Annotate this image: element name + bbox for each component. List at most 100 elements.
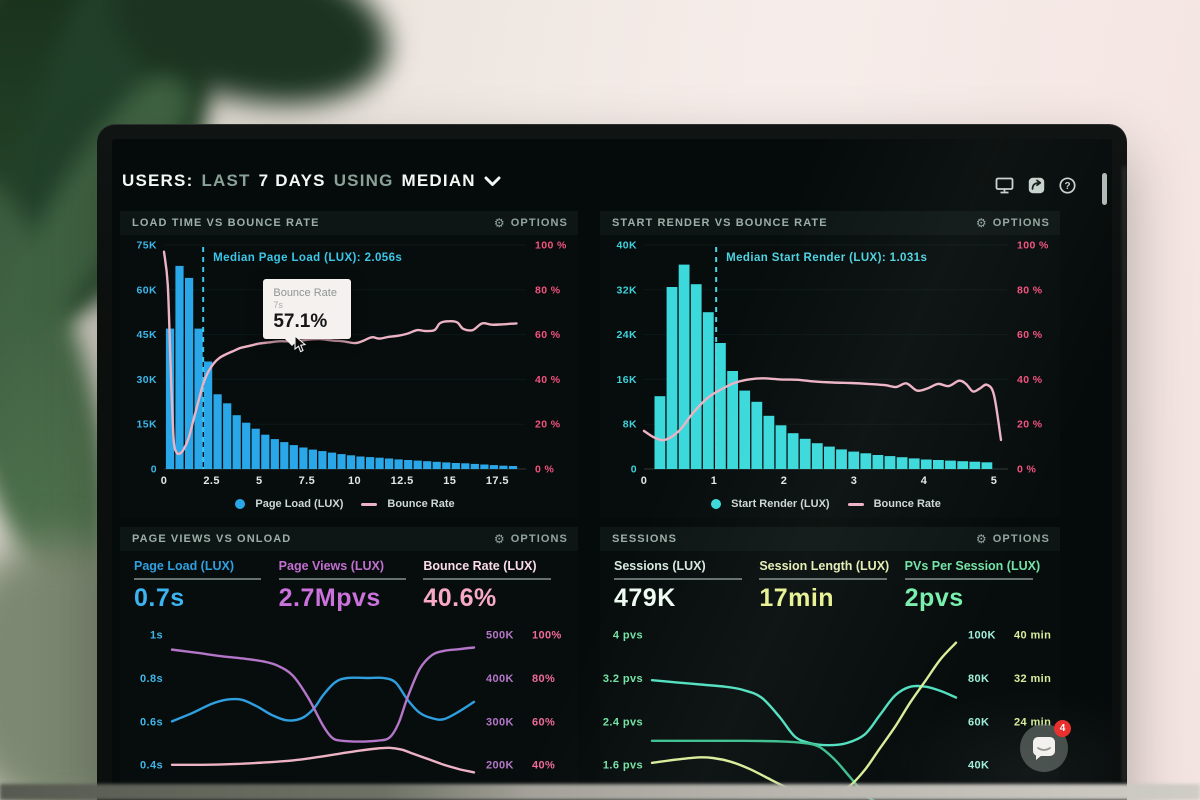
- options-button[interactable]: ⚙ OPTIONS: [976, 217, 1050, 229]
- metric-underline: [614, 578, 742, 580]
- axis-tick-label: 1: [711, 475, 718, 487]
- panel-header: LOAD TIME VS BOUNCE RATE ⚙ OPTIONS: [120, 211, 578, 235]
- metric-label: Page Load (LUX): [134, 559, 235, 573]
- axis-tick-label: 32K: [617, 284, 637, 296]
- metric: Page Views (LUX) 2.7Mpvs: [278, 559, 424, 613]
- histogram-bar: [799, 438, 811, 469]
- histogram-bar: [690, 284, 702, 469]
- axis-tick-label: 30K: [137, 374, 157, 386]
- axis-tick-label: 7.5: [299, 475, 316, 487]
- metric-value: 2pvs: [904, 583, 964, 612]
- histogram-bar: [933, 460, 944, 469]
- histogram-bar: [385, 458, 394, 469]
- axis-tick-label: 40K: [617, 240, 637, 252]
- histogram-bar: [480, 464, 489, 469]
- options-button[interactable]: ⚙ OPTIONS: [494, 217, 568, 229]
- title-part: USERS:: [122, 171, 194, 190]
- axis-tick-label: 5: [991, 475, 998, 487]
- metric: PVs Per Session (LUX) 2pvs: [904, 559, 1050, 613]
- axis-tick-label: 2.5: [203, 475, 220, 487]
- axis-tick-label: 400K: [486, 673, 514, 685]
- axis-tick-label: 40 min: [1014, 630, 1051, 642]
- histogram-bar: [751, 401, 763, 469]
- axis-tick-label: 2: [781, 475, 788, 487]
- axis-tick-label: 12.5: [391, 475, 414, 487]
- axis-tick-label: 0: [641, 475, 648, 487]
- histogram-bar: [318, 451, 327, 469]
- histogram-bar: [981, 462, 993, 469]
- axis-tick-label: 100%: [532, 630, 562, 642]
- metric-underline: [759, 578, 888, 580]
- axis-tick-label: 60%: [532, 716, 555, 728]
- axis-tick-label: 80%: [532, 673, 555, 685]
- help-icon[interactable]: ?: [1059, 177, 1076, 194]
- axis-tick-label: 24K: [617, 329, 637, 341]
- axis-tick-label: 5: [256, 475, 263, 487]
- histogram-bar: [896, 457, 908, 469]
- histogram-bar: [223, 403, 232, 469]
- options-button[interactable]: ⚙ OPTIONS: [494, 533, 568, 545]
- histogram-bar: [346, 455, 356, 469]
- panel-body: Sessions (LUX) 479K Session Length (LUX) 17…: [600, 551, 1060, 800]
- display-icon[interactable]: [995, 177, 1014, 194]
- gear-icon: ⚙: [493, 216, 506, 230]
- axis-tick-label: 500K: [486, 630, 514, 642]
- metric-underline: [423, 578, 551, 580]
- axis-tick-label: 60 %: [535, 329, 561, 341]
- histogram-bar: [308, 449, 317, 469]
- axis-tick-label: 0: [151, 464, 157, 476]
- bounce-rate-line: [642, 377, 1003, 442]
- chat-launcher-button[interactable]: 4: [1020, 720, 1071, 772]
- axis-tick-label: 100K: [968, 630, 996, 642]
- histogram-bar: [413, 460, 422, 469]
- metric-value: 17min: [759, 583, 835, 612]
- metric: Sessions (LUX) 479K: [614, 559, 759, 613]
- histogram-bar: [957, 461, 969, 469]
- chart-sessions[interactable]: 4 pvs 100K 40 min 3.2 pvs 80K 32 min 2.4 pvs 60…: [600, 613, 1060, 800]
- histogram-bar: [763, 415, 775, 469]
- chart-start-render-vs-bounce-rate[interactable]: 40K 100 % 32K 80 % 24K 60 % 16K 40 % 8K 20 % 0 0 % M…: [600, 235, 1060, 491]
- axis-tick-label: 1s: [150, 630, 163, 642]
- histogram-bar: [366, 457, 375, 469]
- panel-sessions: SESSIONS ⚙ OPTIONS Sessions (LUX) 479K Ses…: [600, 527, 1060, 800]
- histogram-bar: [811, 443, 823, 469]
- histogram-bar: [499, 465, 508, 469]
- axis-tick-label: 75K: [137, 240, 157, 252]
- histogram-bar: [860, 453, 872, 469]
- histogram-bar: [175, 265, 184, 469]
- options-label: OPTIONS: [510, 533, 568, 545]
- scrollbar-thumb[interactable]: [1102, 173, 1107, 205]
- panel-title: PAGE VIEWS VS ONLOAD: [132, 533, 292, 545]
- histogram-bar: [654, 396, 666, 469]
- gear-icon: ⚙: [975, 216, 988, 230]
- histogram-bar: [945, 460, 956, 469]
- histogram-bar: [232, 415, 241, 469]
- median-annotation: Median Start Render (LUX): 1.031s: [726, 252, 927, 264]
- axis-tick-label: 80K: [968, 673, 989, 685]
- panel-load-time-vs-bounce-rate: LOAD TIME VS BOUNCE RATE ⚙ OPTIONS 75K 10…: [120, 211, 578, 517]
- histogram-bar: [739, 390, 751, 469]
- histogram-bar: [666, 287, 678, 469]
- series-line-session_length: [650, 641, 958, 798]
- axis-tick-label: 200K: [486, 760, 514, 772]
- chart-load-time-vs-bounce-rate[interactable]: 75K 100 % 60K 80 % 45K 60 % 30K 40 % 15K 20 % 0 0 %…: [120, 235, 578, 491]
- chart-tooltip: Bounce Rate 7s 57.1%: [263, 279, 352, 347]
- chart-svg: 75K 100 % 60K 80 % 45K 60 % 30K 40 % 15K 20 % 0 0 %…: [137, 240, 567, 488]
- histogram-bar: [289, 445, 298, 469]
- panel-title: LOAD TIME VS BOUNCE RATE: [132, 217, 320, 229]
- chart-page-views-vs-onload[interactable]: 1s 500K 100% 0.8s 400K 80% 0.6s 300K 60% 0.4s 200K…: [120, 613, 578, 800]
- metric-label: Bounce Rate (LUX): [423, 559, 537, 573]
- series-line-page_load: [170, 676, 476, 723]
- options-button[interactable]: ⚙ OPTIONS: [976, 533, 1050, 545]
- chat-bubble-icon: [1033, 737, 1055, 760]
- histogram-bar: [508, 466, 518, 469]
- share-icon[interactable]: [1028, 177, 1045, 194]
- histogram-bar: [270, 439, 279, 469]
- panel-title: SESSIONS: [612, 533, 678, 545]
- metric-value: 0.7s: [134, 583, 185, 612]
- axis-tick-label: 0 %: [1017, 464, 1037, 476]
- users-range-dropdown[interactable]: USERS: LAST 7 DAYS USING MEDIAN: [122, 171, 501, 191]
- metric-value: 2.7Mpvs: [278, 583, 381, 612]
- chart-legend: Page Load (LUX) Bounce Rate: [120, 491, 578, 517]
- histogram-bar: [299, 447, 308, 469]
